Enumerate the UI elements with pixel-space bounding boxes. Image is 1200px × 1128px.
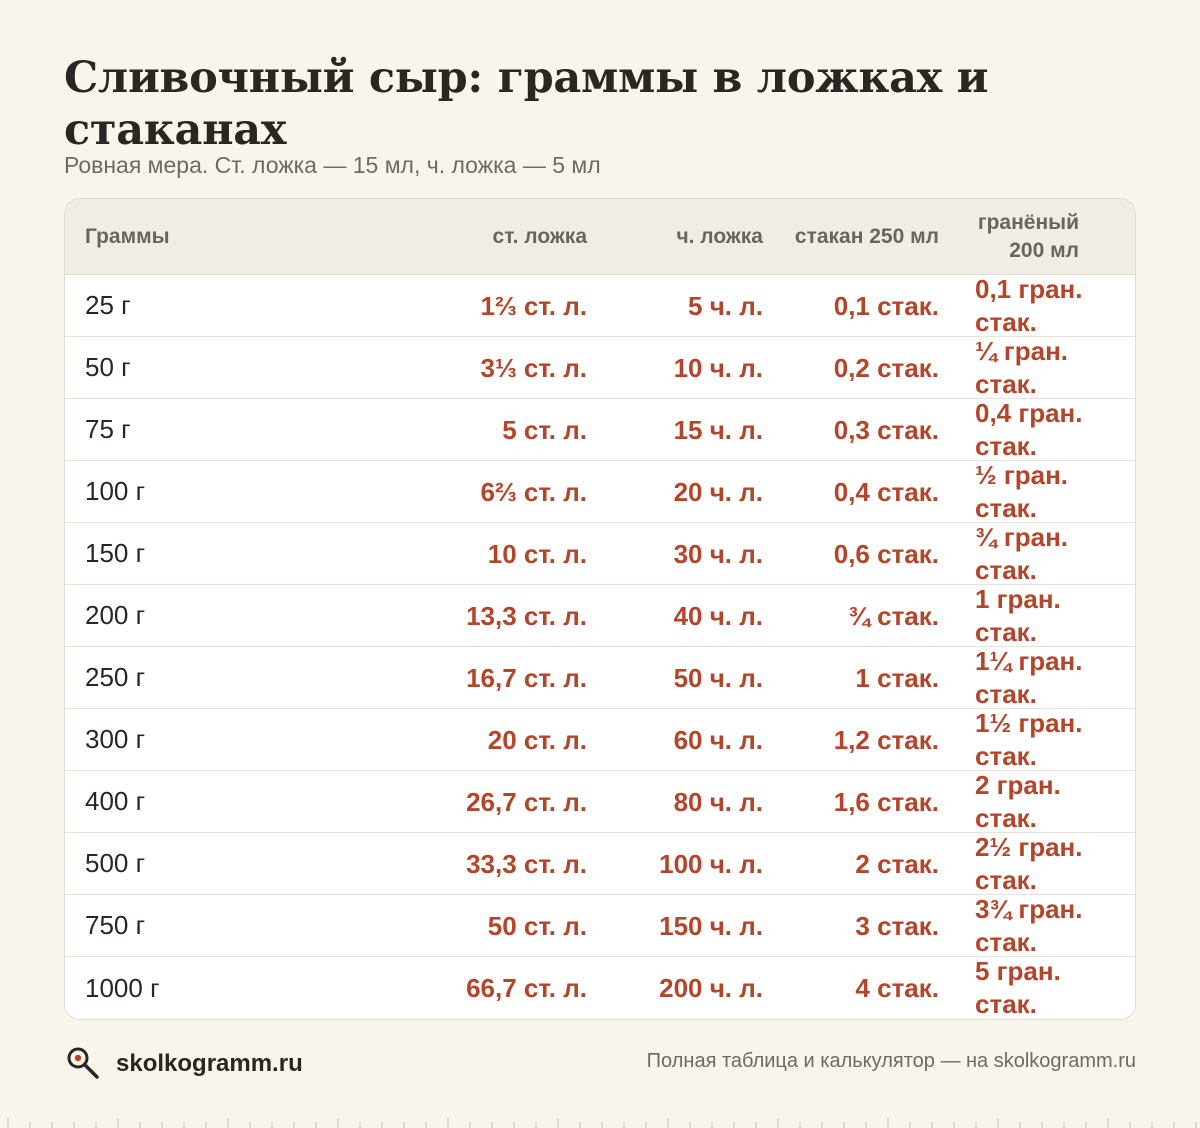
cell-teaspoon: 50 ч. л. bbox=[673, 662, 763, 693]
footer-note: Полная таблица и калькулятор — на skolko… bbox=[646, 1050, 1136, 1072]
cell-grams: 500 г bbox=[85, 848, 146, 878]
cell-tablespoon: 10 ст. л. bbox=[487, 538, 587, 569]
footer-logo: skolkogramm.ru bbox=[64, 1044, 303, 1084]
cell-faceted-glass: ½ гран. стак. bbox=[975, 459, 1069, 523]
table-row: 400 г 26,7 ст. л. 80 ч. л. 1,6 стак. 2 гран.… bbox=[65, 769, 1135, 833]
table-row: 750 г 50 ст. л. 150 ч. л. 3 стак. 3¾ гран. с… bbox=[65, 893, 1135, 957]
table-row: 25 г 1⅔ ст. л. 5 ч. л. 0,1 стак. 0,1 гран. с… bbox=[65, 273, 1135, 337]
header-cup-250: стакан 250 мл bbox=[794, 224, 939, 248]
cell-tablespoon: 50 ст. л. bbox=[487, 910, 587, 941]
cell-teaspoon: 100 ч. л. bbox=[659, 848, 763, 879]
cell-faceted-glass: ¼ гран. стак. bbox=[975, 335, 1069, 399]
cell-cup-250: 1,2 стак. bbox=[833, 724, 939, 755]
cell-teaspoon: 10 ч. л. bbox=[673, 352, 763, 383]
table-row: 50 г 3⅓ ст. л. 10 ч. л. 0,2 стак. ¼ гран. ст… bbox=[65, 335, 1135, 399]
header-teaspoon: ч. ложка bbox=[676, 224, 763, 248]
header-tablespoon: ст. ложка bbox=[492, 224, 587, 248]
cell-cup-250: 1 стак. bbox=[855, 662, 939, 693]
cell-teaspoon: 40 ч. л. bbox=[673, 600, 763, 631]
cell-tablespoon: 66,7 ст. л. bbox=[466, 973, 587, 1003]
cell-tablespoon: 3⅓ ст. л. bbox=[480, 352, 587, 383]
cell-cup-250: 3 стак. bbox=[855, 910, 939, 941]
cell-cup-250: 0,4 стак. bbox=[833, 476, 939, 507]
table-row: 200 г 13,3 ст. л. 40 ч. л. ¾ стак. 1 гран. с… bbox=[65, 583, 1135, 647]
header-faceted-glass-200: гранёный 200 мл bbox=[977, 210, 1079, 262]
cell-tablespoon: 33,3 ст. л. bbox=[466, 848, 587, 879]
cell-grams: 75 г bbox=[85, 414, 131, 444]
cell-faceted-glass: 1½ гран. стак. bbox=[975, 707, 1083, 771]
cell-faceted-glass: 3¾ гран. стак. bbox=[975, 893, 1083, 957]
cell-cup-250: ¾ стак. bbox=[848, 600, 939, 631]
cell-faceted-glass: ¾ гран. стак. bbox=[975, 521, 1069, 585]
cell-teaspoon: 150 ч. л. bbox=[659, 910, 763, 941]
cell-cup-250: 2 стак. bbox=[855, 848, 939, 879]
cell-faceted-glass: 1¼ гран. стак. bbox=[975, 645, 1083, 709]
cell-tablespoon: 16,7 ст. л. bbox=[466, 662, 587, 693]
cell-tablespoon: 5 ст. л. bbox=[502, 414, 587, 445]
page-subtitle: Ровная мера. Ст. ложка — 15 мл, ч. ложка… bbox=[64, 152, 601, 178]
cell-cup-250: 4 стак. bbox=[855, 973, 939, 1003]
table-row: 75 г 5 ст. л. 15 ч. л. 0,3 стак. 0,4 гран. с… bbox=[65, 397, 1135, 461]
cell-cup-250: 0,6 стак. bbox=[833, 538, 939, 569]
cell-grams: 750 г bbox=[85, 910, 146, 940]
cell-faceted-glass: 5 гран. стак. bbox=[975, 956, 1061, 1019]
table-row: 300 г 20 ст. л. 60 ч. л. 1,2 стак. 1½ гран. … bbox=[65, 707, 1135, 771]
cell-grams: 50 г bbox=[85, 352, 131, 382]
brand-name: skolkogramm.ru bbox=[116, 1050, 303, 1077]
cell-grams: 250 г bbox=[85, 662, 146, 692]
cell-tablespoon: 1⅔ ст. л. bbox=[480, 290, 587, 321]
cell-grams: 150 г bbox=[85, 538, 146, 568]
conversion-table: Граммы ст. ложка ч. ложка стакан 250 мл … bbox=[64, 198, 1136, 1020]
page-title: Сливочный сыр: граммы в ложках и стакана… bbox=[64, 53, 989, 155]
table-body: 25 г 1⅔ ст. л. 5 ч. л. 0,1 стак. 0,1 гран. с… bbox=[65, 273, 1135, 1019]
cell-faceted-glass: 2½ гран. стак. bbox=[975, 831, 1083, 895]
table-row: 150 г 10 ст. л. 30 ч. л. 0,6 стак. ¾ гран. с… bbox=[65, 521, 1135, 585]
table-header: Граммы ст. ложка ч. ложка стакан 250 мл … bbox=[65, 199, 1135, 275]
cell-tablespoon: 6⅔ ст. л. bbox=[480, 476, 587, 507]
header-grams: Граммы bbox=[85, 224, 170, 248]
table-row: 250 г 16,7 ст. л. 50 ч. л. 1 стак. 1¼ гран. … bbox=[65, 645, 1135, 709]
table-row: 500 г 33,3 ст. л. 100 ч. л. 2 стак. 2½ гран.… bbox=[65, 831, 1135, 895]
ruler-decoration bbox=[7, 1118, 1197, 1128]
magnifier-icon bbox=[67, 1047, 99, 1079]
cell-teaspoon: 60 ч. л. bbox=[673, 724, 763, 755]
cell-grams: 100 г bbox=[85, 476, 146, 506]
cell-teaspoon: 200 ч. л. bbox=[659, 973, 763, 1003]
cell-tablespoon: 20 ст. л. bbox=[487, 724, 587, 755]
table-row: 1000 г 66,7 ст. л. 200 ч. л. 4 стак. 5 гран.… bbox=[65, 956, 1135, 1019]
cell-teaspoon: 20 ч. л. bbox=[673, 476, 763, 507]
cell-grams: 200 г bbox=[85, 600, 146, 630]
cell-grams: 25 г bbox=[85, 290, 131, 320]
cell-tablespoon: 13,3 ст. л. bbox=[466, 600, 587, 631]
cell-faceted-glass: 2 гран. стак. bbox=[975, 769, 1061, 833]
cell-grams: 400 г bbox=[85, 786, 146, 816]
cell-faceted-glass: 0,4 гран. стак. bbox=[975, 397, 1083, 461]
cell-cup-250: 0,1 стак. bbox=[833, 290, 939, 321]
cell-cup-250: 0,3 стак. bbox=[833, 414, 939, 445]
cell-grams: 1000 г bbox=[85, 972, 160, 1003]
table-row: 100 г 6⅔ ст. л. 20 ч. л. 0,4 стак. ½ гран. с… bbox=[65, 459, 1135, 523]
cell-grams: 300 г bbox=[85, 724, 146, 754]
cell-teaspoon: 15 ч. л. bbox=[673, 414, 763, 445]
cell-tablespoon: 26,7 ст. л. bbox=[466, 786, 587, 817]
cell-teaspoon: 80 ч. л. bbox=[673, 786, 763, 817]
cell-cup-250: 0,2 стак. bbox=[833, 352, 939, 383]
cell-cup-250: 1,6 стак. bbox=[833, 786, 939, 817]
cell-teaspoon: 30 ч. л. bbox=[673, 538, 763, 569]
cell-faceted-glass: 1 гран. стак. bbox=[975, 583, 1061, 647]
cell-teaspoon: 5 ч. л. bbox=[688, 290, 763, 321]
cell-faceted-glass: 0,1 гран. стак. bbox=[975, 273, 1083, 337]
